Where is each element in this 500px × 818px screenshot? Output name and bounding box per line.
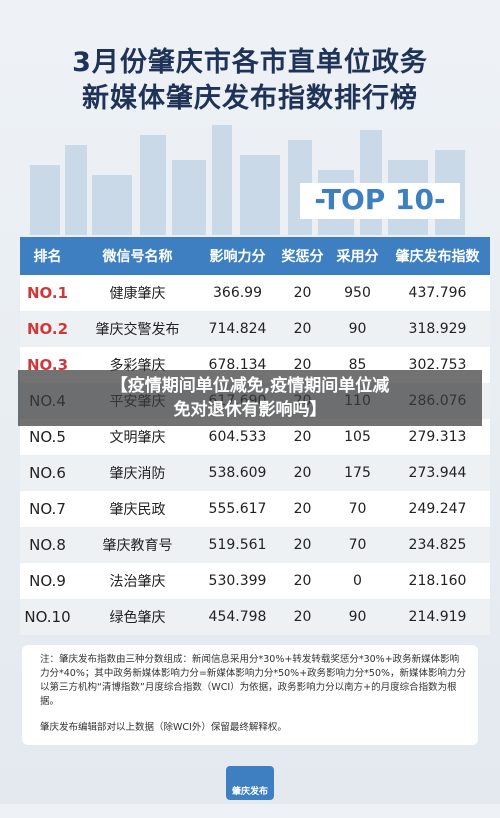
cell: 法治肇庆 [109,574,166,590]
cityscape [30,125,465,235]
table-row: NO.6 肇庆消防 538.609 20 175 273.944 [20,455,490,491]
caption-overlay: 【疫情期间单位减免,疫情期间单位减 免对退休有影响吗】 [18,370,482,426]
cell: 302.753 [408,357,467,373]
cell: 肇庆民政 [109,502,166,518]
cell: 70 [348,501,367,517]
column-header: 肇庆发布指数 [395,249,480,265]
cell: 90 [348,321,367,337]
cell: 530.399 [208,573,267,589]
ranking-table: 排名 微信号名称 影响力分 奖惩分 采用分 肇庆发布指数 NO.1 健康肇庆 366.99 20 9… [20,237,490,635]
table-row: NO.1 健康肇庆 366.99 20 950 437.796 [20,275,490,311]
cell: 519.561 [208,537,267,553]
rank: NO.9 [29,572,66,590]
column-header: 采用分 [336,249,379,265]
cell: 20 [293,573,312,589]
cell: 175 [344,465,371,481]
cell: 950 [344,285,371,301]
cell: 538.609 [208,465,267,481]
title: 3月份肇庆市各市直单位政务 [72,47,428,78]
cell: 肇庆消防 [109,466,166,482]
cell: 218.160 [408,573,467,589]
cell: 文明肇庆 [109,430,166,446]
logo: 肇庆发布 [226,766,274,800]
table-row: NO.2 肇庆交警发布 714.824 20 90 318.929 [20,311,490,347]
caption-line: 免对退休有影响吗】 [173,400,327,420]
column-header: 微信号名称 [102,249,173,265]
cell: 20 [293,501,312,517]
column-header: 排名 [33,249,62,265]
cell: 234.825 [408,537,467,553]
cell: 604.533 [208,429,267,445]
cell: 20 [293,285,312,301]
cell: 20 [293,321,312,337]
column-header: 奖惩分 [281,249,324,265]
caption-line: 【疫情期间单位减免,疫情期间单位减 [110,376,390,396]
cell: 249.247 [408,501,467,517]
cell: 214.919 [408,609,467,625]
cell: 714.824 [208,321,267,337]
cell: 20 [293,429,312,445]
notes: 注：肇庆发布指数由三种分数组成：新闻信息采用分*30%+转发转载奖惩分*30%+… [22,645,478,745]
cell: 肇庆教育号 [102,538,173,554]
rank: NO.5 [29,428,66,446]
cell: 90 [348,609,367,625]
note: 注：肇庆发布指数由三种分数组成：新闻信息采用分*30%+转发转载奖惩分*30%+… [40,654,467,707]
table-row: NO.10 绿色肇庆 454.798 20 90 214.919 [20,599,490,635]
rank: NO.1 [26,284,69,302]
cell: 绿色肇庆 [109,610,166,626]
cell: 0 [353,573,362,589]
rank: NO.7 [29,500,66,518]
cell: 555.617 [208,501,267,517]
cell: 20 [293,537,312,553]
column-header: 影响力分 [209,249,266,265]
cell: 20 [293,465,312,481]
cell: 437.796 [408,285,467,301]
cell: 279.313 [408,429,467,445]
note: 肇庆发布编辑部对以上数据（除WCI外）保留最终解释权。 [40,722,287,733]
cell: 健康肇庆 [109,286,166,302]
rank: NO.2 [26,320,69,338]
cell: 85 [348,357,367,373]
cell: 105 [344,429,371,445]
table-row: NO.7 肇庆民政 555.617 20 70 249.247 [20,491,490,527]
title: 新媒体肇庆发布指数排行榜 [82,83,418,114]
cell: 678.134 [208,357,267,373]
cell: 肇庆交警发布 [95,322,180,338]
rank: NO.6 [29,464,66,482]
rank: NO.8 [29,536,66,554]
cell: 366.99 [213,285,262,301]
cell: 70 [348,537,367,553]
cell: 318.929 [408,321,467,337]
table-row: NO.8 肇庆教育号 519.561 20 70 234.825 [20,527,490,563]
cell: 20 [293,357,312,373]
rank: NO.10 [24,608,71,626]
table-row: NO.9 法治肇庆 530.399 20 0 218.160 [20,563,490,599]
cell: 20 [293,609,312,625]
header-row: 排名 微信号名称 影响力分 奖惩分 采用分 肇庆发布指数 [20,237,490,275]
cell: 273.944 [408,465,467,481]
rank: NO.3 [26,356,69,374]
cell: 454.798 [208,609,267,625]
banner: -TOP 10- [314,183,446,216]
